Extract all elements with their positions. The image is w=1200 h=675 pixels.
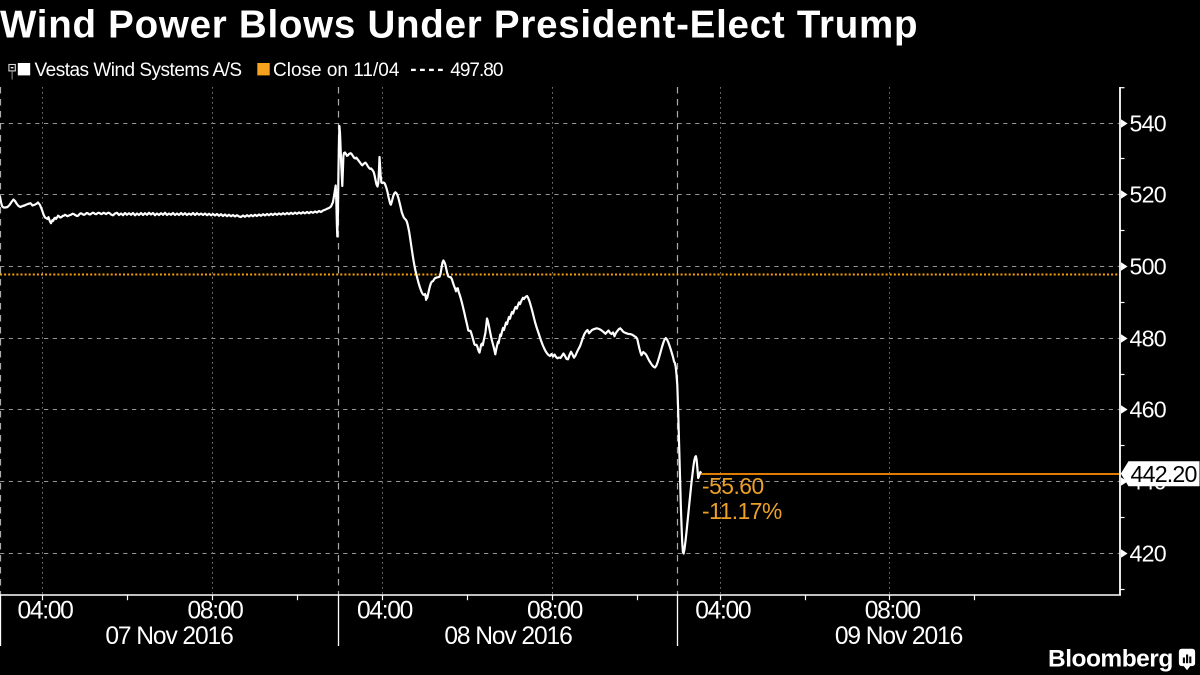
svg-text:480: 480 xyxy=(1130,326,1166,352)
svg-text:-11.17%: -11.17% xyxy=(702,498,782,524)
svg-text:520: 520 xyxy=(1130,182,1166,208)
svg-text:-55.60: -55.60 xyxy=(702,473,764,499)
svg-text:09 Nov 2016: 09 Nov 2016 xyxy=(835,623,963,650)
svg-text:420: 420 xyxy=(1130,541,1166,567)
svg-text:08:00: 08:00 xyxy=(187,597,243,624)
svg-text:Wind Power Blows Under Preside: Wind Power Blows Under President-Elect T… xyxy=(0,4,918,47)
svg-text:07 Nov 2016: 07 Nov 2016 xyxy=(105,623,233,650)
svg-text:08:00: 08:00 xyxy=(527,597,583,624)
svg-text:08 Nov 2016: 08 Nov 2016 xyxy=(444,623,572,650)
svg-text:08:00: 08:00 xyxy=(865,597,921,624)
svg-text:460: 460 xyxy=(1130,397,1166,423)
svg-text:500: 500 xyxy=(1130,254,1166,280)
svg-text:04:00: 04:00 xyxy=(17,597,73,624)
svg-text:540: 540 xyxy=(1130,111,1166,137)
svg-text:Bloomberg: Bloomberg xyxy=(1048,646,1173,673)
svg-text:04:00: 04:00 xyxy=(357,597,413,624)
svg-text:04:00: 04:00 xyxy=(695,597,751,624)
svg-text:Vestas Wind Systems A/S: Vestas Wind Systems A/S xyxy=(35,60,242,81)
svg-text:Close on 11/04: Close on 11/04 xyxy=(273,60,400,81)
svg-text:497.80: 497.80 xyxy=(450,60,503,81)
svg-text:442.20: 442.20 xyxy=(1131,461,1197,487)
